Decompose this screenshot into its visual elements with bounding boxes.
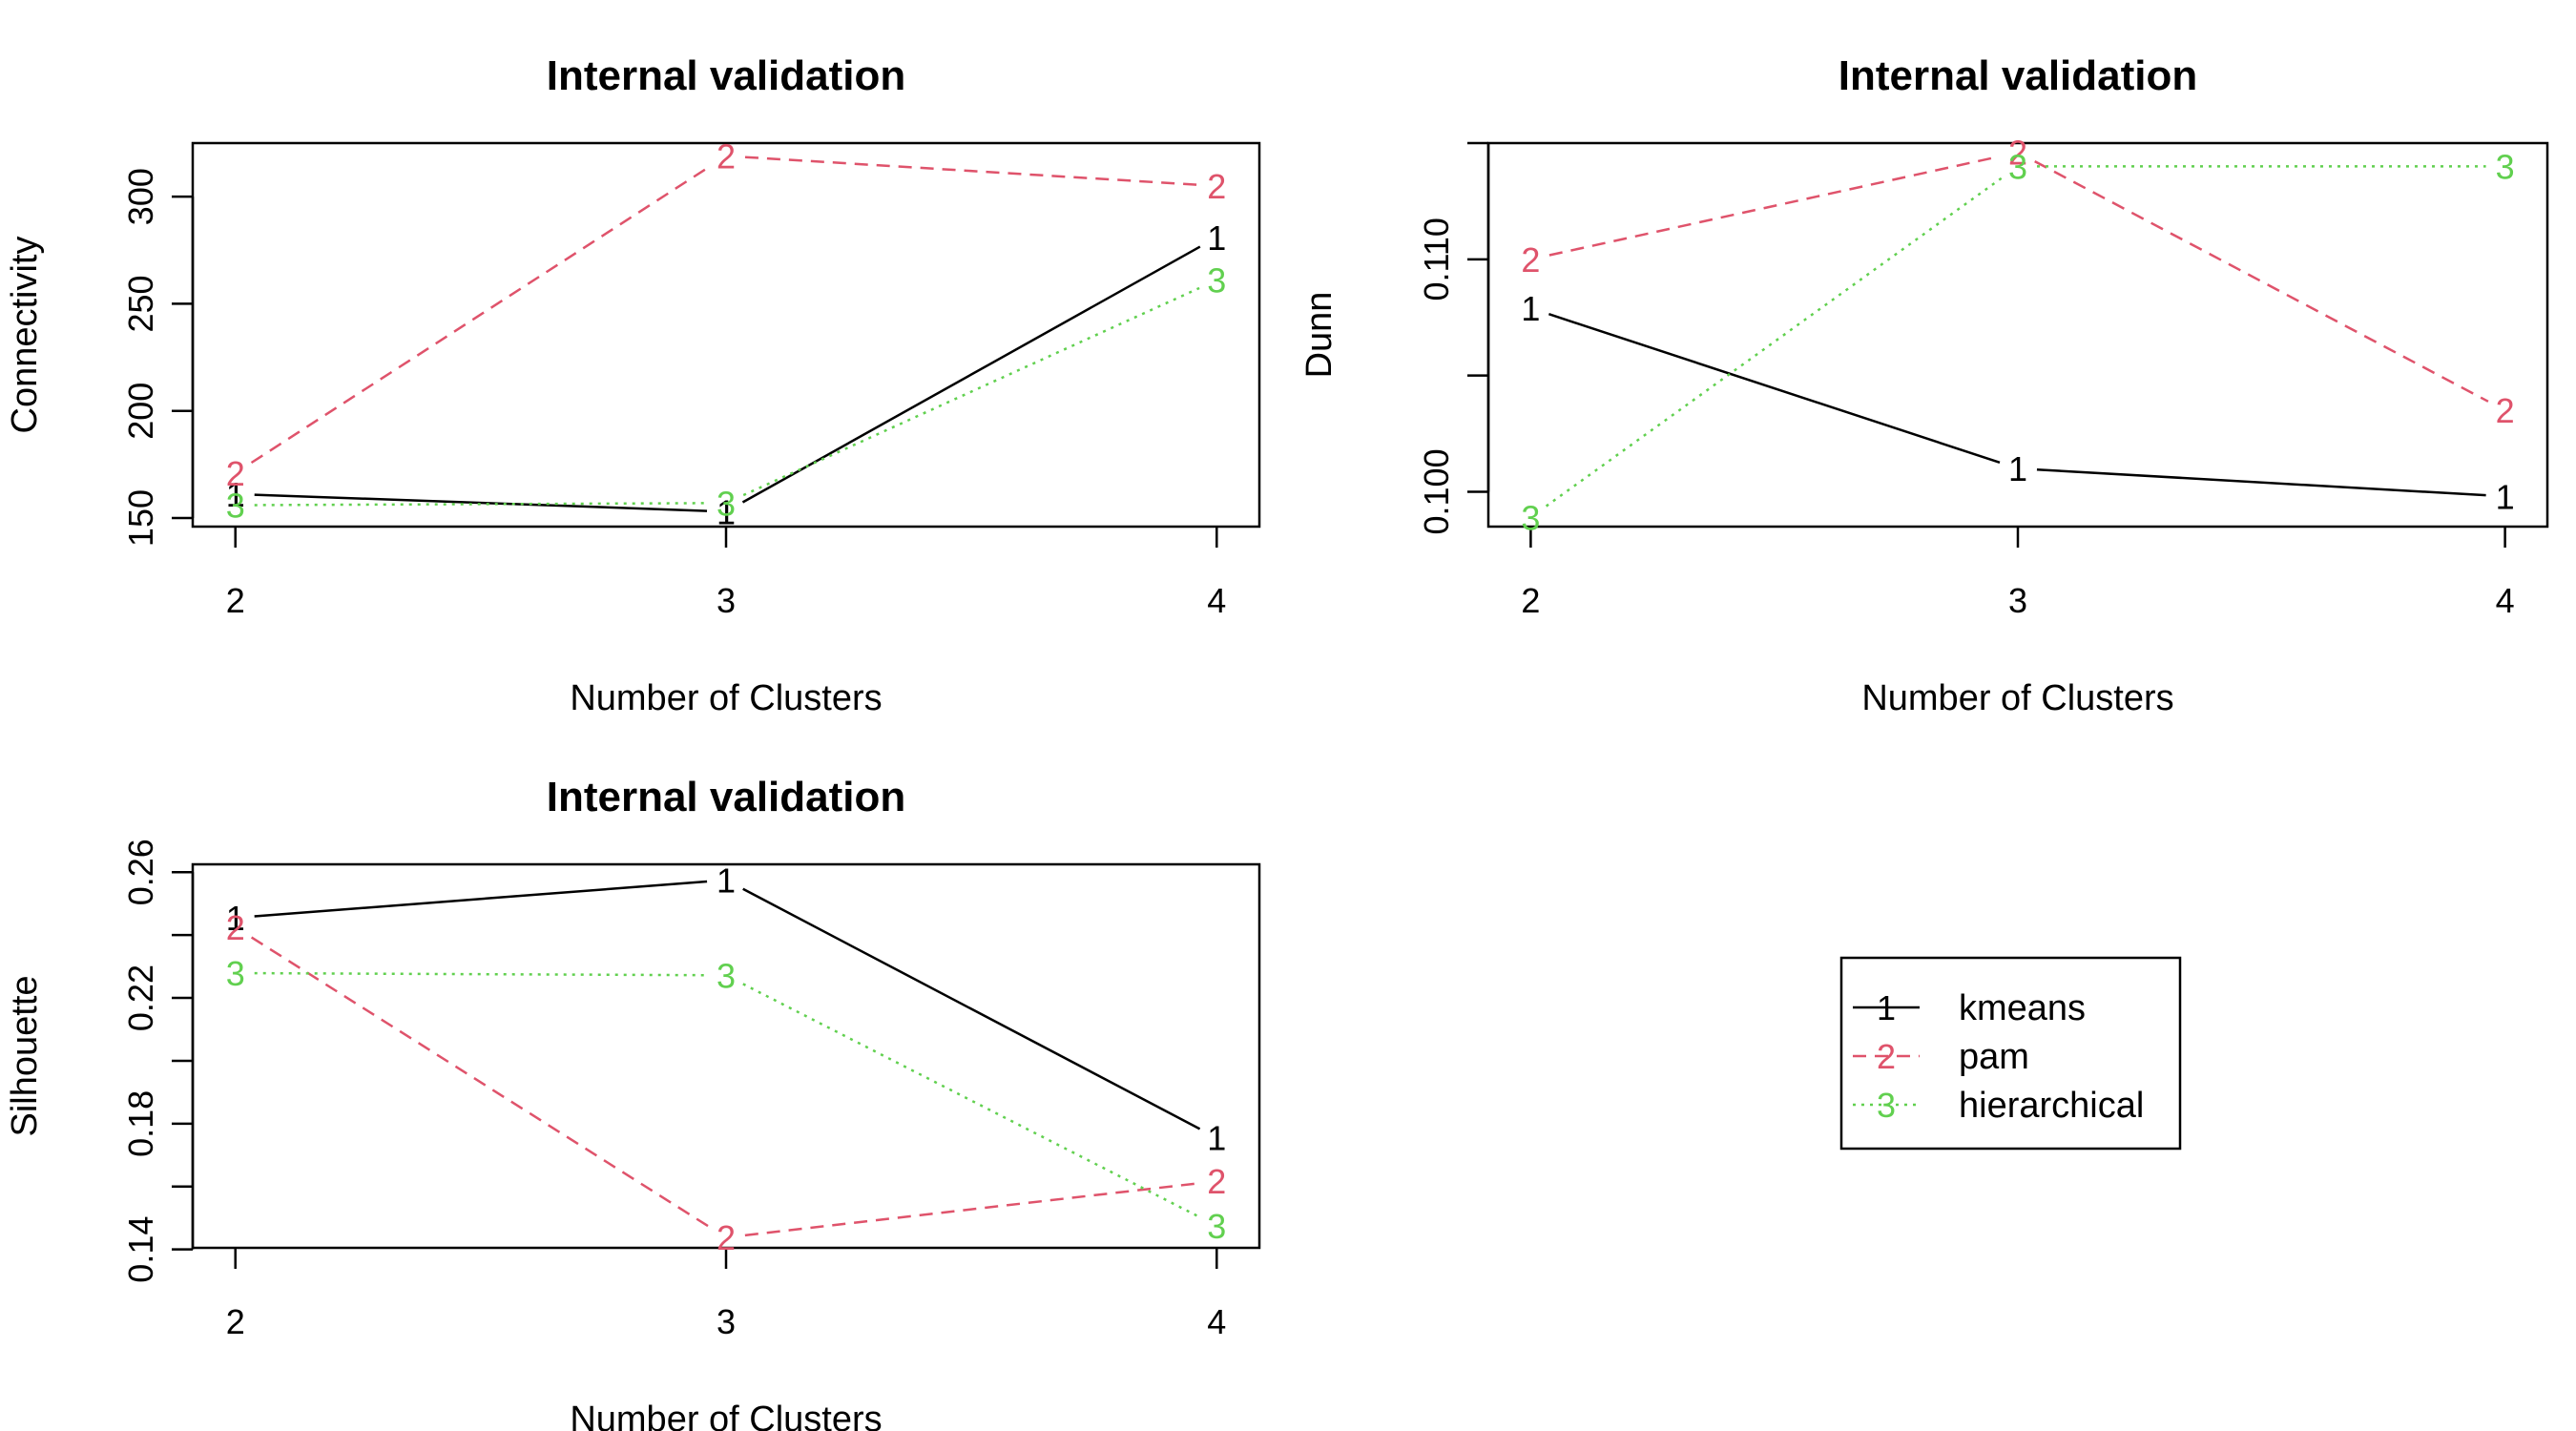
series-line-segment — [254, 971, 708, 977]
data-point-marker: 3 — [717, 956, 736, 995]
data-point-marker: 2 — [717, 1218, 736, 1257]
data-point-marker: 3 — [2008, 147, 2027, 186]
chart-title: Internal validation — [1839, 52, 2198, 99]
data-point-marker: 2 — [1207, 1162, 1226, 1201]
series-line-segment — [2036, 467, 2486, 497]
series-line-segment — [254, 493, 708, 512]
data-point-marker: 1 — [226, 899, 245, 938]
x-tick-label: 3 — [2008, 581, 2027, 620]
series-line-segment — [250, 165, 711, 465]
y-tick-label: 250 — [121, 275, 160, 332]
data-point-marker: 3 — [2496, 147, 2515, 186]
plot-frame — [191, 141, 1261, 529]
y-tick-label: 300 — [121, 168, 160, 225]
series-line-segment — [744, 1182, 1198, 1237]
series-line-segment — [250, 936, 711, 1229]
series-2: 2 2 2 — [226, 908, 1227, 1257]
y-tick-label: 0.100 — [1417, 448, 1456, 534]
data-point-marker: 2 — [226, 454, 245, 493]
y-tick-label: 0.22 — [121, 964, 160, 1031]
data-point-marker: 3 — [717, 484, 736, 523]
chart-title: Internal validation — [547, 52, 906, 99]
series-line-segment — [741, 245, 1201, 504]
series-1: 1 1 1 — [226, 861, 1227, 1157]
data-point-marker: 1 — [2008, 449, 2027, 488]
data-point-marker: 1 — [1207, 1119, 1226, 1158]
x-tick-label: 2 — [1521, 581, 1540, 620]
series-3: 3 3 3 — [226, 261, 1227, 526]
data-point-marker: 2 — [2496, 391, 2515, 430]
series-line-segment — [254, 880, 708, 918]
series-line-segment — [742, 887, 1201, 1130]
data-point-marker: 2 — [2008, 134, 2027, 173]
data-point-marker: 2 — [1207, 167, 1226, 206]
legend-item-kmeans: 1 kmeans — [1853, 988, 2086, 1028]
y-tick-label: 150 — [121, 489, 160, 547]
data-point-marker: 1 — [1521, 289, 1540, 328]
data-point-marker: 3 — [1207, 1207, 1226, 1246]
series-3: 3 3 3 — [1521, 147, 2514, 537]
y-axis-title: Connectivity — [5, 237, 45, 434]
series-3: 3 3 3 — [226, 954, 1227, 1246]
plot-frame — [191, 862, 1261, 1250]
data-point-marker: 2 — [717, 136, 736, 176]
data-point-marker: 1 — [2496, 477, 2515, 516]
legend-label: hierarchical — [1959, 1086, 2144, 1126]
y-tick-label: 0.18 — [121, 1090, 160, 1157]
x-axis-title: Number of Clusters — [570, 678, 882, 718]
legend-label: kmeans — [1959, 988, 2086, 1028]
data-point-marker: 1 — [717, 861, 736, 900]
series-line-segment — [1545, 176, 2004, 508]
y-tick-label: 0.110 — [1417, 218, 1456, 301]
series-1: 1 1 1 — [226, 218, 1227, 531]
x-tick-label: 3 — [717, 581, 736, 620]
x-axis-title: Number of Clusters — [570, 1400, 882, 1431]
data-point-marker: 3 — [226, 954, 245, 993]
x-tick-label: 3 — [717, 1302, 736, 1341]
x-tick-label: 4 — [1207, 1302, 1226, 1341]
legend-symbol: 3 — [1877, 1086, 1896, 1125]
data-point-marker: 2 — [1521, 240, 1540, 280]
series-line-segment — [1548, 155, 2000, 257]
data-point-marker: 3 — [1521, 498, 1540, 537]
legend-label: pam — [1959, 1037, 2029, 1077]
y-tick-label: 200 — [121, 383, 160, 440]
data-point-marker: 1 — [717, 492, 736, 531]
y-tick-label: 0.26 — [121, 839, 160, 905]
y-axis-title: Dunn — [1299, 292, 1340, 379]
legend-box — [1839, 956, 2182, 1151]
series-line-segment — [1548, 313, 2001, 465]
series-line-segment — [742, 286, 1200, 497]
series-2: 2 2 2 — [226, 136, 1227, 492]
legend-item-hierarchical: 3 hierarchical — [1853, 1086, 2144, 1126]
data-point-marker: 2 — [226, 908, 245, 947]
legend-item-pam: 2 pam — [1853, 1037, 2029, 1077]
x-tick-label: 4 — [2496, 581, 2515, 620]
data-point-marker: 3 — [226, 487, 245, 526]
series-line-segment — [742, 983, 1201, 1218]
series-1: 1 1 1 — [1521, 289, 2514, 516]
x-tick-label: 2 — [226, 1302, 245, 1341]
y-tick-label: 0.14 — [121, 1216, 160, 1283]
legend-symbol: 1 — [1877, 988, 1896, 1027]
series-line-segment — [744, 156, 1198, 186]
data-point-marker: 3 — [1207, 261, 1226, 301]
data-point-marker: 1 — [226, 475, 245, 514]
x-tick-label: 4 — [1207, 581, 1226, 620]
x-tick-label: 2 — [226, 581, 245, 620]
series-line-segment — [2034, 160, 2489, 403]
data-point-marker: 1 — [1207, 218, 1226, 258]
chart-title: Internal validation — [547, 774, 906, 820]
legend-symbol: 2 — [1877, 1037, 1896, 1076]
legend: 1 kmeans 2 pam 3 hierarchical — [1839, 956, 2182, 1151]
series-2: 2 2 2 — [1521, 134, 2514, 430]
y-axis-title: Silhouette — [5, 975, 45, 1136]
x-axis-title: Number of Clusters — [1861, 678, 2173, 718]
chart-panel-3: Internal validation 2 3 4 Number of Clusters… — [5, 774, 1261, 1431]
